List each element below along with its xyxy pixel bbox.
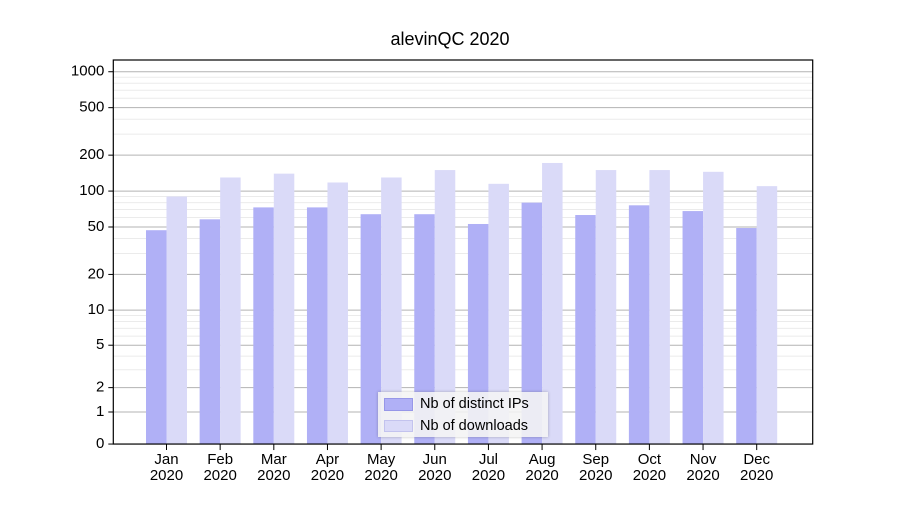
svg-text:2020: 2020 [418,467,451,484]
svg-text:2: 2 [96,379,104,396]
svg-text:2020: 2020 [686,467,719,484]
svg-text:500: 500 [79,99,104,116]
svg-text:Aug: Aug [529,451,556,468]
svg-text:May: May [367,451,396,468]
svg-text:2020: 2020 [150,467,183,484]
svg-text:1: 1 [96,403,104,420]
svg-text:10: 10 [88,301,105,318]
svg-text:50: 50 [88,218,105,235]
svg-text:5: 5 [96,336,104,353]
svg-text:Jun: Jun [423,451,447,468]
svg-text:Jan: Jan [154,451,178,468]
svg-text:2020: 2020 [203,467,236,484]
svg-text:Feb: Feb [207,451,233,468]
svg-text:1000: 1000 [71,63,104,80]
svg-text:2020: 2020 [740,467,773,484]
svg-text:Jul: Jul [479,451,498,468]
svg-text:Mar: Mar [261,451,287,468]
svg-text:20: 20 [88,265,105,282]
svg-text:2020: 2020 [364,467,397,484]
svg-text:2020: 2020 [472,467,505,484]
svg-text:2020: 2020 [579,467,612,484]
svg-text:2020: 2020 [633,467,666,484]
svg-text:2020: 2020 [257,467,290,484]
svg-text:Oct: Oct [638,451,662,468]
svg-text:0: 0 [96,435,104,452]
svg-text:2020: 2020 [525,467,558,484]
svg-text:Apr: Apr [316,451,339,468]
svg-text:Nov: Nov [690,451,717,468]
svg-text:2020: 2020 [311,467,344,484]
svg-text:Dec: Dec [743,451,770,468]
svg-text:200: 200 [79,146,104,163]
svg-text:Sep: Sep [582,451,609,468]
svg-text:100: 100 [79,182,104,199]
